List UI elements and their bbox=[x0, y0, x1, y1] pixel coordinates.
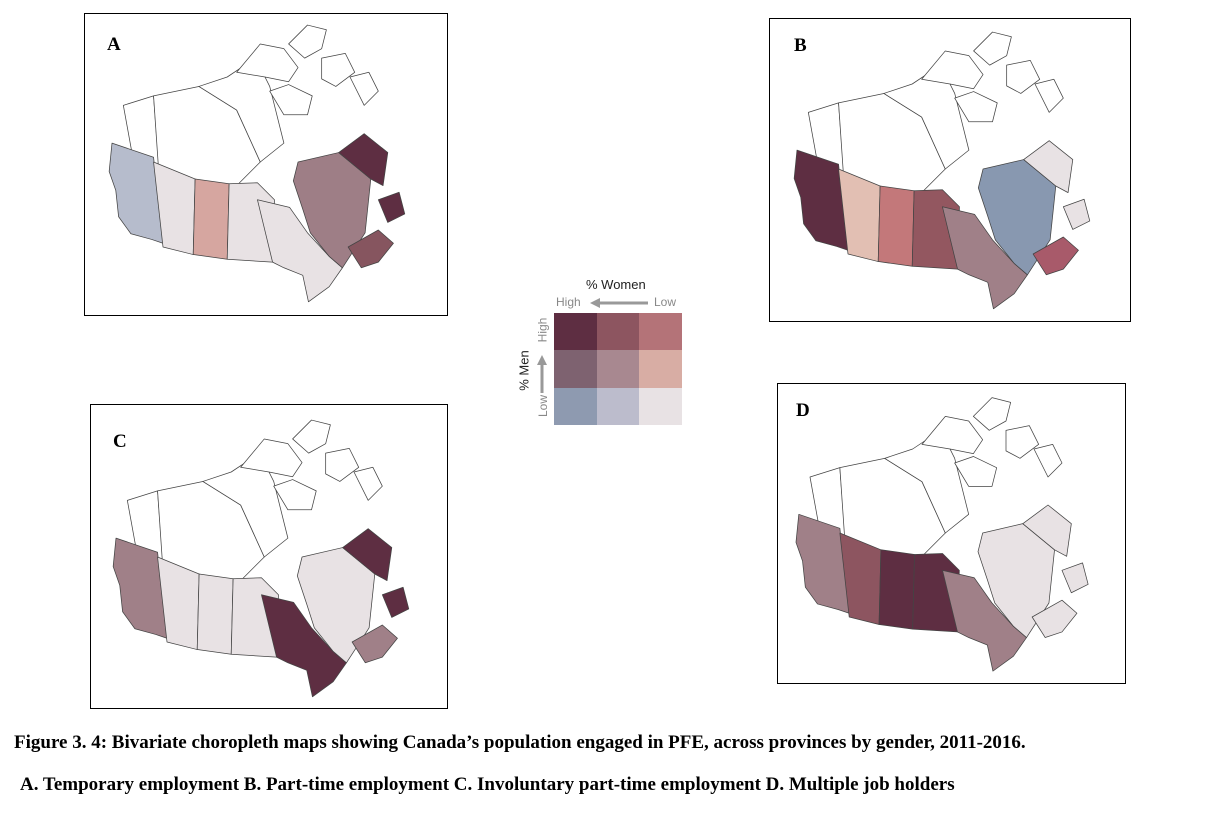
region-mar bbox=[351, 624, 398, 664]
legend-men-high: High bbox=[535, 317, 550, 343]
region-nl bbox=[338, 133, 406, 223]
legend-cell-2-0 bbox=[554, 387, 597, 425]
map-panel-b: B bbox=[769, 18, 1131, 322]
legend-cell-0-0 bbox=[554, 313, 597, 351]
region-mar bbox=[347, 229, 394, 269]
region-sk bbox=[196, 573, 234, 655]
region-arc bbox=[236, 24, 379, 116]
region-arc bbox=[240, 419, 383, 511]
region-on bbox=[261, 594, 347, 698]
legend-men-title: % Men bbox=[516, 350, 532, 391]
region-on bbox=[942, 569, 1027, 672]
canada-map-c bbox=[112, 419, 410, 698]
canada-map-a bbox=[108, 24, 406, 303]
map-panel-d: D bbox=[777, 383, 1126, 684]
bivariate-legend: % Women High Low % Men High Low bbox=[510, 275, 690, 425]
region-nu bbox=[198, 57, 285, 163]
legend-women-title: % Women bbox=[586, 277, 646, 292]
region-nu bbox=[884, 429, 970, 534]
legend-cell-0-1 bbox=[596, 313, 640, 351]
region-nu bbox=[202, 452, 289, 558]
legend-women-low: Low bbox=[654, 295, 677, 309]
legend-men-arrow bbox=[537, 355, 547, 393]
region-mar bbox=[1031, 599, 1078, 638]
region-nl bbox=[342, 528, 410, 618]
legend-cell-0-2 bbox=[639, 313, 682, 351]
legend-color-grid bbox=[554, 313, 682, 425]
legend-cell-1-2 bbox=[639, 350, 682, 388]
region-on bbox=[942, 206, 1028, 310]
region-on bbox=[257, 199, 343, 303]
figure-caption-line1: Figure 3. 4: Bivariate choropleth maps s… bbox=[14, 732, 1026, 753]
figure-caption-line2: A. Temporary employment B. Part-time emp… bbox=[20, 774, 955, 796]
region-sk bbox=[877, 185, 915, 267]
map-panel-a: A bbox=[84, 13, 448, 316]
region-arc bbox=[921, 397, 1063, 487]
canada-map-b bbox=[793, 31, 1091, 310]
region-sk bbox=[192, 178, 230, 260]
map-panel-c: C bbox=[90, 404, 448, 709]
panel-label-a: A bbox=[107, 34, 121, 55]
canada-map-d bbox=[795, 397, 1089, 672]
legend-cell-1-1 bbox=[596, 350, 640, 388]
legend-women-arrow bbox=[590, 298, 648, 308]
region-nl bbox=[1022, 504, 1089, 594]
caption-letter-a: A bbox=[20, 774, 34, 795]
panel-label-b: B bbox=[794, 35, 807, 56]
region-nl bbox=[1023, 140, 1091, 230]
region-mar bbox=[1032, 236, 1079, 276]
region-sk bbox=[878, 549, 915, 630]
legend-cell-2-2 bbox=[639, 387, 682, 425]
region-arc bbox=[921, 31, 1064, 123]
legend-men-low: Low bbox=[536, 394, 551, 418]
legend-women-high: High bbox=[556, 295, 581, 309]
panel-label-c: C bbox=[113, 431, 127, 452]
legend-cell-2-1 bbox=[596, 387, 640, 425]
panel-label-d: D bbox=[796, 400, 810, 421]
caption-panels-description: . Temporary employment B. Part-time empl… bbox=[33, 774, 955, 795]
legend-cell-1-0 bbox=[554, 350, 597, 388]
region-nu bbox=[883, 64, 970, 170]
